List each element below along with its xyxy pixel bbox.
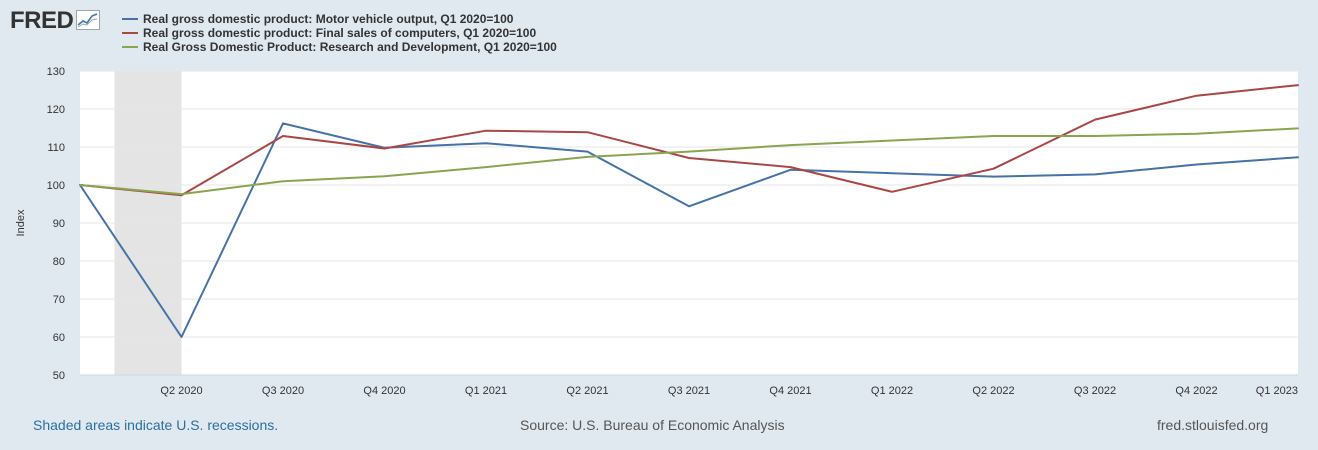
- x-tick-label: Q2 2021: [566, 385, 608, 397]
- recession-note: Shaded areas indicate U.S. recessions.: [33, 417, 279, 433]
- y-tick-label: 60: [53, 332, 65, 344]
- chart-trend-icon: [76, 10, 101, 30]
- series-line-computers: [79, 84, 1299, 197]
- chart-legend: Real gross domestic product: Motor vehic…: [122, 12, 557, 54]
- source-note: Source: U.S. Bureau of Economic Analysis: [520, 417, 785, 433]
- legend-label-motor-vehicle: Real gross domestic product: Motor vehic…: [143, 12, 514, 26]
- y-tick-label: 100: [47, 180, 65, 192]
- legend-item-computers[interactable]: Real gross domestic product: Final sales…: [122, 26, 557, 40]
- legend-item-motor-vehicle[interactable]: Real gross domestic product: Motor vehic…: [122, 12, 557, 26]
- y-tick-label: 50: [53, 370, 65, 382]
- site-url-link[interactable]: fred.stlouisfed.org: [1157, 417, 1269, 433]
- series-line-research-development: [79, 127, 1299, 196]
- y-tick-label: 120: [47, 104, 65, 116]
- legend-swatch-motor-vehicle: [122, 18, 138, 20]
- fred-logo-text: FRED: [10, 7, 74, 34]
- y-axis-label: Index: [15, 209, 27, 236]
- legend-label-computers: Real gross domestic product: Final sales…: [143, 26, 537, 40]
- y-tick-label: 130: [47, 66, 65, 78]
- y-tick-label: 80: [53, 256, 65, 268]
- legend-item-research-development[interactable]: Real Gross Domestic Product: Research an…: [122, 40, 557, 54]
- x-tick-label: Q4 2022: [1175, 385, 1217, 397]
- y-tick-label: 70: [53, 294, 65, 306]
- x-tick-label: Q1 2021: [465, 385, 507, 397]
- x-tick-label: Q1 2022: [871, 385, 913, 397]
- fred-logo[interactable]: FRED: [10, 7, 101, 34]
- x-tick-label: Q3 2022: [1074, 385, 1116, 397]
- x-tick-label: Q3 2020: [262, 385, 304, 397]
- legend-swatch-research-development: [122, 46, 138, 48]
- y-tick-label: 110: [47, 142, 65, 154]
- x-tick-label: Q1 2023: [1256, 385, 1298, 397]
- y-tick-label: 90: [53, 218, 65, 230]
- legend-swatch-computers: [122, 32, 138, 34]
- x-tick-label: Q4 2021: [769, 385, 811, 397]
- legend-label-research-development: Real Gross Domestic Product: Research an…: [143, 40, 557, 54]
- x-tick-label: Q2 2022: [972, 385, 1014, 397]
- x-tick-label: Q4 2020: [363, 385, 405, 397]
- x-tick-label: Q2 2020: [160, 385, 202, 397]
- x-tick-label: Q3 2021: [668, 385, 710, 397]
- series-line-motor-vehicle: [79, 122, 1299, 338]
